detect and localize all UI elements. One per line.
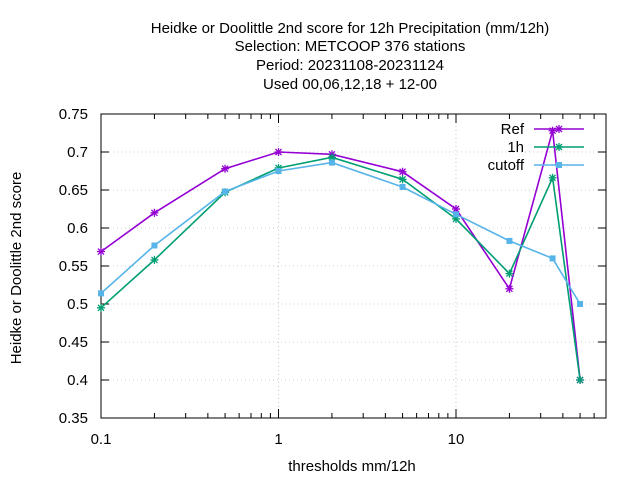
data-point (222, 188, 229, 195)
y-tick-label: 0.45 (59, 334, 88, 351)
y-tick-label: 0.7 (67, 144, 88, 161)
legend-marker (556, 162, 562, 168)
title-line-3: Period: 20231108-20231124 (256, 57, 444, 74)
y-tick-label: 0.4 (67, 372, 88, 389)
data-point (150, 209, 158, 217)
data-point (97, 248, 105, 256)
series-line (100, 161, 581, 305)
data-point (150, 256, 158, 264)
legend-marker (555, 125, 563, 133)
y-tick-label: 0.55 (59, 258, 88, 275)
data-point (97, 304, 105, 312)
title-line-4: Used 00,06,12,18 + 12-00 (263, 76, 437, 93)
y-tick-label: 0.5 (67, 296, 88, 313)
legend-marker (555, 143, 563, 151)
series-cutoff (98, 159, 584, 307)
data-point (549, 255, 556, 262)
data-point (275, 168, 282, 174)
legend-item: cutoff (488, 157, 584, 174)
y-tick-label: 0.65 (59, 182, 88, 199)
x-axis-label: thresholds mm/12h (288, 458, 416, 475)
legend-item: 1h (507, 139, 584, 156)
y-tick-label: 0.6 (67, 220, 88, 237)
series-line (100, 130, 581, 381)
legend-label: Ref (501, 121, 525, 138)
legend-label: 1h (507, 139, 524, 156)
data-point (328, 159, 335, 166)
legend-label: cutoff (488, 157, 525, 174)
data-point (506, 237, 513, 244)
y-tick-label: 0.75 (59, 106, 88, 123)
data-point (275, 148, 282, 156)
data-point (577, 301, 584, 307)
y-axis-label: Heidke or Doolittle 2nd score (8, 172, 25, 365)
data-point (399, 168, 407, 176)
chart-title: Heidke or Doolittle 2nd score for 12h Pr… (151, 20, 550, 93)
data-point (328, 153, 336, 161)
x-tick-label: 1 (274, 431, 282, 448)
data-point (549, 174, 557, 182)
title-line-1: Heidke or Doolittle 2nd score for 12h Pr… (151, 20, 550, 37)
data-point (399, 183, 406, 190)
series-layer (97, 126, 585, 384)
x-tick-label: 10 (448, 431, 465, 448)
legend-item: Ref (501, 121, 584, 138)
data-point (576, 376, 584, 384)
series-1h (97, 153, 585, 384)
axes: 0.35 0.4 0.45 0.5 0.55 0.6 0.65 0.7 0.75 0.1 1 10 (59, 106, 607, 448)
data-point (399, 175, 407, 183)
data-point (505, 270, 513, 278)
grid (101, 114, 606, 418)
data-point (452, 205, 460, 213)
data-point (221, 165, 229, 173)
series-line (100, 156, 581, 381)
x-tick-label: 0.1 (91, 431, 112, 448)
y-tick-label: 0.35 (59, 410, 88, 427)
data-point (452, 211, 459, 218)
data-point (505, 285, 513, 293)
data-point (98, 290, 104, 297)
title-line-2: Selection: METCOOP 376 stations (235, 38, 466, 55)
data-point (151, 242, 158, 249)
